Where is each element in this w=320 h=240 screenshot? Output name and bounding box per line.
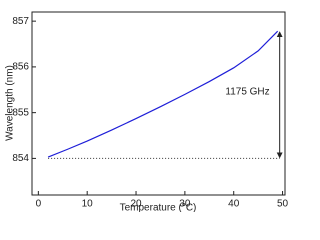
y-tick-label: 857: [12, 16, 29, 27]
x-tick-label: 20: [130, 199, 142, 210]
x-tick-label: 0: [36, 199, 42, 210]
x-axis-label: Temperature (°C): [120, 203, 197, 212]
data-line: [47, 30, 279, 158]
x-tick-label: 50: [277, 199, 289, 210]
y-tick-label: 854: [12, 153, 29, 164]
plot-frame: [31, 11, 286, 196]
x-tick-label: 30: [179, 199, 191, 210]
chart: Wavelength (nm) Temperature (°C) 0 10 20 30…: [5, 11, 289, 212]
x-tick-label: 40: [228, 199, 240, 210]
y-tick-label: 855: [12, 107, 29, 118]
x-tick-label: 10: [82, 199, 94, 210]
annotation: 1175 GHz: [225, 86, 269, 97]
y-tick-label: 856: [12, 62, 29, 73]
y-axis-label: Wavelength (nm): [5, 65, 16, 141]
